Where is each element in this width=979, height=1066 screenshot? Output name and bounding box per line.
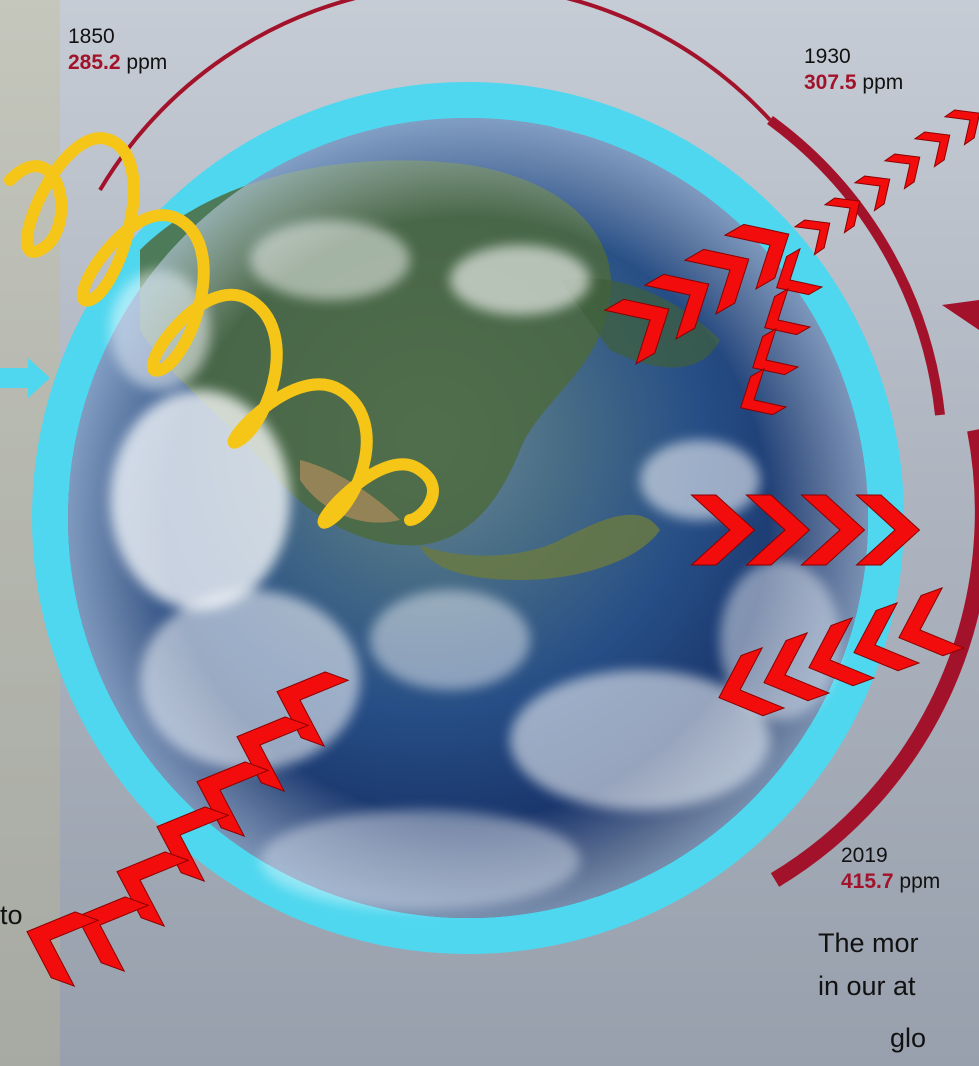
chevron-arrow-icon	[913, 131, 951, 168]
chevron-arrow-icon	[718, 646, 786, 717]
timeline-year: 2019	[841, 844, 888, 867]
chevron-arrow-icon	[883, 153, 921, 190]
chevron-arrow-icon	[603, 298, 670, 365]
chevron-arrow-icon	[823, 197, 861, 234]
timeline-value: 285.2	[68, 51, 121, 75]
infrared-chevrons	[26, 109, 979, 987]
chevron-arrow-icon	[26, 911, 100, 987]
timeline-label-1850: 1850 285.2 ppm	[68, 24, 167, 77]
chevron-arrow-icon	[898, 586, 966, 657]
chevron-arrow-icon	[853, 175, 891, 212]
timeline-unit: ppm	[862, 71, 904, 95]
caption-line-3: glo	[890, 1023, 927, 1053]
chevron-arrow-icon	[683, 248, 750, 315]
chevron-arrow-icon	[800, 494, 866, 566]
timeline-unit: ppm	[899, 870, 941, 894]
chevron-arrow-icon	[752, 327, 800, 376]
chevron-arrow-icon	[116, 851, 190, 927]
chevron-arrow-icon	[156, 806, 230, 882]
chevron-arrow-icon	[76, 896, 150, 972]
sunlight-wave	[4, 132, 439, 529]
caption-line-2: in our at	[818, 971, 916, 1001]
chevron-arrow-icon	[763, 631, 831, 702]
chevron-arrow-icon	[723, 223, 790, 290]
chevron-arrow-icon	[236, 716, 310, 792]
chevron-arrow-icon	[808, 616, 876, 687]
chevron-arrow-icon	[745, 494, 811, 566]
co2-arc-thick	[767, 115, 945, 416]
timeline-label-1930: 1930 307.5 ppm	[804, 44, 903, 97]
arrow-right-icon	[0, 358, 50, 398]
chevron-arrow-icon	[853, 601, 921, 672]
timeline-unit: ppm	[126, 51, 168, 75]
timeline-value: 307.5	[804, 71, 857, 95]
chevron-arrow-icon	[276, 671, 350, 747]
timeline-year: 1930	[804, 45, 851, 68]
timeline-year: 1850	[68, 25, 115, 48]
chevron-arrow-icon	[690, 494, 756, 566]
chevron-arrow-icon	[855, 494, 921, 566]
chevron-arrow-icon	[793, 219, 831, 256]
chevron-arrow-icon	[740, 367, 788, 416]
chevron-arrow-icon	[776, 247, 824, 296]
timeline-value: 415.7	[841, 870, 894, 894]
caption-line-1: The mor	[818, 928, 919, 958]
chevron-arrow-icon	[943, 109, 979, 146]
chevron-arrow-icon	[643, 273, 710, 340]
chevron-arrow-icon	[764, 287, 812, 336]
chevron-arrow-icon	[196, 761, 270, 837]
co2-arc-arrowhead	[942, 300, 979, 330]
left-text-fragment: to	[0, 900, 23, 930]
timeline-label-2019: 2019 415.7 ppm	[841, 843, 940, 896]
co2-arc	[98, 0, 772, 192]
co2-arc-thickest	[770, 429, 979, 887]
